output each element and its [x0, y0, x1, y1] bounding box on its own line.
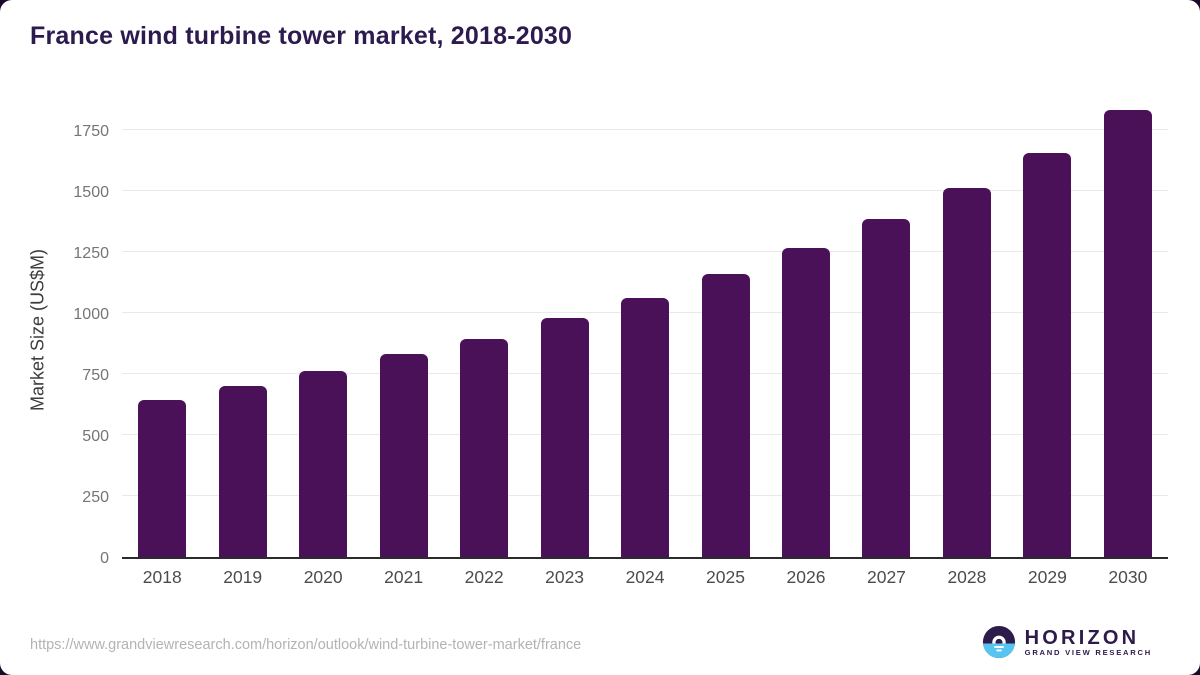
y-axis-label: Market Size (US$M): [27, 248, 48, 412]
x-tick-2019: 2019: [223, 567, 263, 587]
y-tick-1250: 1250: [73, 244, 109, 262]
gridline-1750: [122, 128, 1168, 130]
bar-2030: [1103, 110, 1152, 557]
gridline-1250: [122, 250, 1168, 252]
bar-2026: [781, 248, 830, 557]
bar-2029: [1023, 152, 1072, 557]
bar-slot-2020: [283, 100, 363, 557]
bar-2024: [621, 298, 670, 557]
x-tick-2025: 2025: [706, 567, 745, 587]
x-tick-2024: 2024: [625, 567, 665, 587]
x-tick-2022: 2022: [464, 567, 504, 587]
horizon-logo-subtitle: GRAND VIEW RESEARCH: [1024, 647, 1152, 657]
y-tick-750: 750: [82, 366, 109, 384]
bar-slot-2030: [1088, 100, 1168, 557]
gridline-1500: [122, 189, 1168, 191]
x-tick-2030: 2030: [1108, 567, 1148, 587]
horizon-logo-name: HORIZON: [1024, 626, 1140, 649]
bar-slot-2024: [605, 100, 685, 557]
x-tick-2023: 2023: [545, 567, 585, 587]
x-tick-2027: 2027: [866, 567, 906, 587]
bar-slot-2026: [766, 100, 846, 557]
x-tick-2028: 2028: [947, 567, 987, 587]
x-tick-2020: 2020: [303, 567, 343, 587]
x-tick-2021: 2021: [384, 567, 424, 587]
y-tick-250: 250: [82, 488, 109, 506]
bar-slot-2019: [202, 100, 282, 557]
horizon-logo-text: HORIZON GRAND VIEW RESEARCH: [1025, 628, 1152, 657]
y-tick-1750: 1750: [73, 122, 109, 140]
x-tick-2018: 2018: [142, 567, 182, 587]
bar-2018: [138, 399, 187, 557]
bar-slot-2027: [846, 100, 926, 557]
x-tick-2026: 2026: [786, 567, 826, 587]
bar-2022: [460, 338, 509, 557]
bar-2021: [379, 354, 428, 557]
bar-series: [122, 100, 1168, 557]
x-axis-tick-labels: 2018 2019 2020 2021 2022 2023 2024 2025 2026 2027…: [122, 567, 1168, 588]
bar-slot-2018: [122, 100, 202, 557]
bar-2020: [299, 371, 348, 557]
bar-slot-2021: [363, 100, 443, 557]
bar-2019: [218, 386, 267, 557]
y-tick-1000: 1000: [73, 305, 109, 323]
horizon-logo-icon: [982, 625, 1015, 659]
bar-slot-2023: [524, 100, 604, 557]
bar-2027: [862, 218, 911, 557]
bar-2028: [942, 188, 991, 557]
bar-2023: [540, 317, 589, 557]
bar-slot-2022: [444, 100, 524, 557]
bar-slot-2025: [685, 100, 765, 557]
y-tick-1500: 1500: [73, 183, 109, 201]
bar-2025: [701, 273, 750, 557]
y-tick-0: 0: [100, 550, 109, 567]
bar-slot-2028: [927, 100, 1007, 557]
horizon-logo: HORIZON GRAND VIEW RESEARCH: [982, 625, 1152, 659]
y-tick-500: 500: [82, 427, 109, 445]
chart-title: France wind turbine tower market, 2018-2…: [30, 22, 573, 50]
bar-slot-2029: [1007, 100, 1087, 557]
x-tick-2029: 2029: [1027, 567, 1067, 587]
y-axis-tick-labels: 0 250 500 750 1000 1250 1500 1750: [55, 100, 109, 567]
plot-area: [122, 100, 1168, 559]
source-url: https://www.grandviewresearch.com/horizo…: [30, 637, 582, 653]
